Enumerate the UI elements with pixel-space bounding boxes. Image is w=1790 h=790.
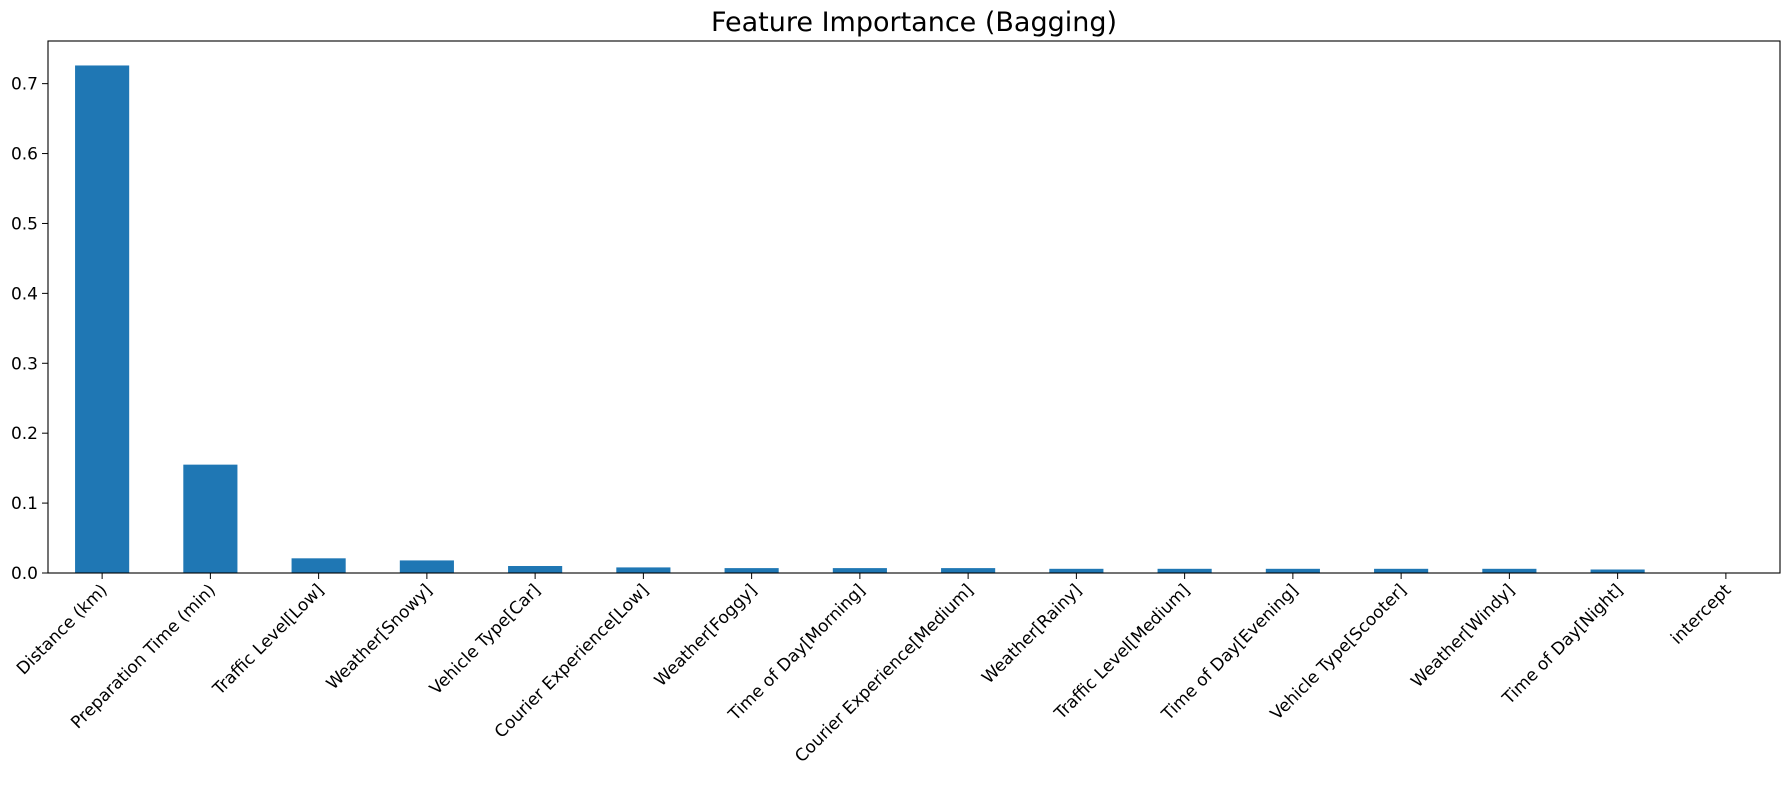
bar-weather-rainy [1049, 568, 1104, 573]
bar-traffic-level-medium [1157, 568, 1212, 573]
x-tick-label: Traffic Level[Low] [209, 580, 329, 700]
x-tick-label: Weather[Foggy] [651, 580, 761, 690]
x-axis: Distance (km)Preparation Time (min)Traff… [13, 573, 1736, 767]
x-tick-label: Distance (km) [13, 580, 112, 679]
y-tick-label: 0.7 [11, 75, 38, 95]
y-tick-label: 0.2 [11, 424, 38, 444]
bar-weather-snowy [399, 560, 454, 573]
bar-courier-experience-medium [941, 568, 996, 573]
x-tick-label: Time of Day[Night] [1498, 580, 1627, 709]
bar-traffic-level-low [291, 558, 346, 573]
y-tick-label: 0.4 [11, 284, 38, 304]
x-tick-label: Courier Experience[Medium] [791, 580, 977, 766]
bar-time-of-day-evening [1265, 568, 1320, 573]
axes-frame [47, 40, 1781, 574]
x-tick-label: Weather[Rainy] [978, 580, 1086, 688]
x-tick-label: Weather[Snowy] [323, 580, 437, 694]
bar-distance-km [75, 65, 130, 573]
y-tick-label: 0.0 [11, 564, 38, 584]
y-tick-label: 0.5 [11, 214, 38, 234]
bar-time-of-day-night [1590, 569, 1645, 573]
y-axis: 0.0 0.1 0.2 0.3 0.4 0.5 0.6 0.7 [11, 75, 48, 584]
bar-preparation-time-min [183, 464, 238, 573]
bar-vehicle-type-scooter [1374, 568, 1429, 573]
chart-title: Feature Importance (Bagging) [711, 7, 1117, 38]
bar-vehicle-type-car [508, 566, 563, 573]
bar-courier-experience-low [616, 567, 671, 573]
y-tick-label: 0.1 [11, 494, 38, 514]
x-tick-label: intercept [1667, 580, 1735, 648]
bar-weather-windy [1482, 568, 1537, 573]
y-tick-label: 0.3 [11, 354, 38, 374]
bar-time-of-day-morning [832, 568, 887, 573]
bar-weather-foggy [724, 568, 779, 573]
y-tick-label: 0.6 [11, 145, 38, 165]
x-tick-label: Weather[Windy] [1407, 580, 1518, 691]
x-tick-label: Vehicle Type[Car] [426, 580, 545, 699]
bars-group [75, 65, 1645, 573]
